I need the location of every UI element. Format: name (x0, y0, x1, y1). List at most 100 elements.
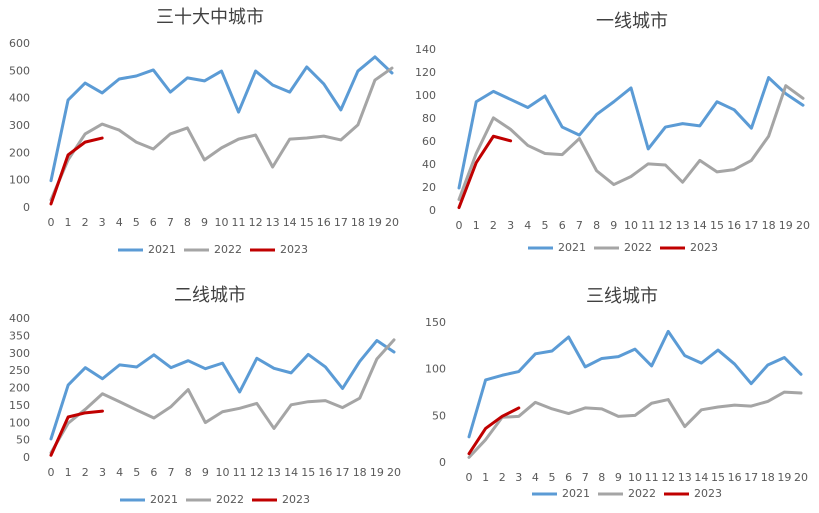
legend-label: 2023 (694, 487, 722, 500)
x-tick-label: 17 (334, 216, 348, 229)
x-tick-label: 10 (624, 219, 638, 232)
legend-label: 2023 (690, 241, 718, 254)
x-tick-label: 20 (385, 216, 399, 229)
x-tick-label: 12 (661, 471, 675, 484)
x-tick-label: 2 (499, 471, 506, 484)
x-tick-label: 18 (762, 219, 776, 232)
x-tick-label: 14 (694, 471, 708, 484)
x-tick-label: 19 (779, 219, 793, 232)
x-tick-label: 7 (167, 216, 174, 229)
x-tick-label: 5 (542, 219, 549, 232)
y-tick-label: 100 (9, 174, 30, 187)
x-tick-label: 17 (336, 466, 350, 479)
x-tick-label: 0 (456, 219, 463, 232)
y-tick-label: 140 (415, 43, 436, 56)
x-tick-label: 7 (168, 466, 175, 479)
x-tick-label: 3 (515, 471, 522, 484)
x-tick-label: 13 (267, 466, 281, 479)
x-tick-label: 9 (202, 466, 209, 479)
chart-title: 一线城市 (596, 11, 668, 32)
y-tick-label: 100 (9, 416, 30, 429)
x-tick-label: 20 (796, 219, 810, 232)
series-line (467, 329, 803, 439)
x-tick-label: 2 (82, 216, 89, 229)
x-tick-label: 2 (82, 466, 89, 479)
y-tick-label: 300 (9, 347, 30, 360)
x-tick-label: 8 (184, 216, 191, 229)
series-line (457, 84, 805, 201)
series-line (49, 409, 104, 457)
legend-label: 2022 (624, 241, 652, 254)
x-tick-label: 4 (116, 466, 123, 479)
x-tick-label: 6 (150, 466, 157, 479)
y-tick-label: 120 (415, 66, 436, 79)
y-tick-label: 50 (432, 409, 446, 422)
legend-label: 2022 (216, 493, 244, 506)
legend-label: 2021 (150, 493, 178, 506)
x-tick-label: 15 (300, 216, 314, 229)
x-tick-label: 19 (368, 216, 382, 229)
x-tick-label: 16 (318, 466, 332, 479)
x-tick-label: 10 (215, 216, 229, 229)
series-line (49, 338, 396, 455)
x-tick-label: 11 (641, 219, 655, 232)
series-line (457, 134, 513, 210)
x-tick-label: 15 (711, 471, 725, 484)
x-tick-label: 6 (559, 219, 566, 232)
y-tick-label: 0 (439, 456, 446, 469)
x-tick-label: 3 (99, 466, 106, 479)
y-tick-label: 20 (422, 181, 436, 194)
x-tick-label: 12 (658, 219, 672, 232)
y-tick-label: 600 (9, 37, 30, 50)
x-tick-label: 15 (710, 219, 724, 232)
series-line (457, 76, 805, 190)
x-tick-label: 1 (65, 216, 72, 229)
x-tick-label: 11 (645, 471, 659, 484)
legend-label: 2021 (562, 487, 590, 500)
x-tick-label: 14 (693, 219, 707, 232)
x-tick-label: 12 (249, 216, 263, 229)
legend-label: 2023 (282, 493, 310, 506)
y-tick-label: 400 (9, 92, 30, 105)
y-tick-label: 150 (425, 316, 446, 329)
x-tick-label: 14 (284, 466, 298, 479)
x-tick-label: 0 (48, 216, 55, 229)
x-tick-label: 11 (233, 466, 247, 479)
x-tick-label: 3 (507, 219, 514, 232)
x-tick-label: 0 (466, 471, 473, 484)
x-tick-label: 0 (48, 466, 55, 479)
x-tick-label: 17 (744, 471, 758, 484)
y-tick-label: 60 (422, 135, 436, 148)
series-line (49, 136, 104, 206)
x-tick-label: 8 (598, 471, 605, 484)
y-tick-label: 0 (23, 201, 30, 214)
y-tick-label: 500 (9, 64, 30, 77)
x-tick-label: 13 (678, 471, 692, 484)
chart-title: 三十大中城市 (156, 7, 264, 28)
x-tick-label: 10 (216, 466, 230, 479)
x-tick-label: 3 (99, 216, 106, 229)
y-tick-label: 150 (9, 399, 30, 412)
x-tick-label: 5 (133, 466, 140, 479)
x-tick-label: 16 (727, 219, 741, 232)
y-tick-label: 0 (429, 204, 436, 217)
series-line (49, 339, 396, 441)
series-line (49, 66, 394, 202)
y-tick-label: 200 (9, 382, 30, 395)
legend-label: 2022 (214, 243, 242, 256)
legend-label: 2022 (628, 487, 656, 500)
x-tick-label: 16 (728, 471, 742, 484)
x-tick-label: 7 (582, 471, 589, 484)
y-tick-label: 0 (23, 451, 30, 464)
x-tick-label: 13 (676, 219, 690, 232)
series-line (467, 390, 803, 459)
x-tick-label: 1 (482, 471, 489, 484)
x-tick-label: 20 (387, 466, 401, 479)
x-tick-label: 5 (133, 216, 140, 229)
x-tick-label: 19 (370, 466, 384, 479)
